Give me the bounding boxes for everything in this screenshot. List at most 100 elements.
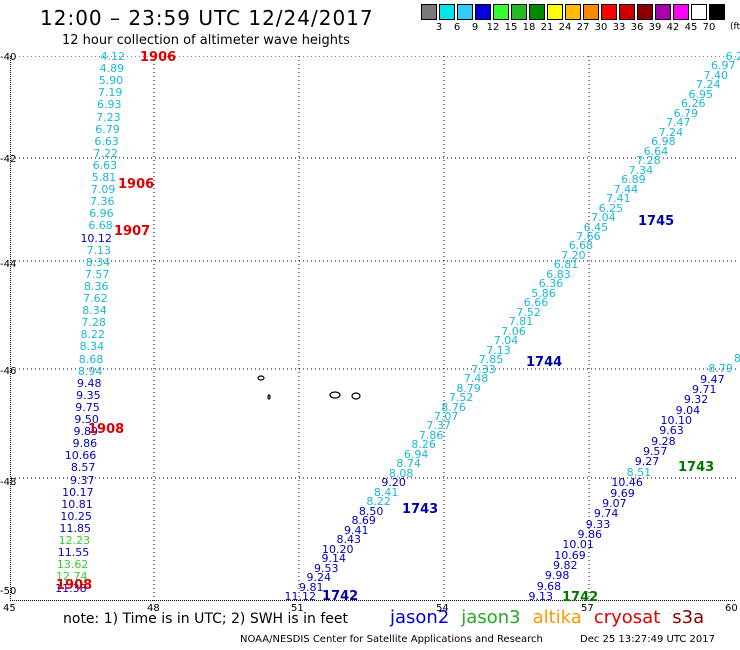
swh-value: 7.86 (418, 428, 444, 442)
swh-value: 8.94 (77, 364, 103, 378)
pass-time-label: 1742 (322, 589, 359, 604)
swh-value: 8.26 (411, 438, 436, 452)
swh-value: 11.85 (59, 521, 92, 535)
swh-value: 9.14 (321, 552, 346, 566)
swh-value: 8.74 (396, 457, 421, 471)
swh-value: 9.47 (700, 372, 725, 386)
pass-time-label: 1908 (88, 422, 125, 437)
legend-level: 21 (540, 22, 554, 33)
swh-value: 11.55 (57, 546, 90, 560)
swh-value: 7.19 (97, 86, 123, 100)
legend-swatch (601, 4, 617, 20)
pass-time-label: 1907 (114, 224, 151, 239)
satellite-legend: jason2 jason3 altika cryosat s3a (390, 607, 716, 628)
swh-value: 9.24 (306, 571, 331, 585)
swh-value: 8.08 (388, 466, 414, 480)
swh-value: 9.27 (634, 455, 660, 469)
swh-value: 10.66 (64, 449, 97, 463)
pass-time-label: 1906 (118, 177, 155, 192)
swh-value: 9.86 (577, 527, 603, 541)
swh-value: 7.34 (628, 163, 654, 177)
legend-level: 18 (522, 22, 536, 33)
credit-line: NOAA/NESDIS Center for Satellite Applica… (240, 634, 543, 645)
swh-value: 6.63 (94, 134, 119, 148)
legend-swatch (421, 4, 437, 20)
legend-level: 6 (453, 22, 461, 33)
small-island-a (257, 375, 265, 381)
legend-unit: (ft) (730, 22, 740, 32)
swh-value: 7.28 (81, 316, 106, 330)
swh-value: 7.47 (666, 116, 691, 130)
swh-value: 5.81 (91, 171, 117, 184)
swh-value: 6.81 (553, 258, 579, 272)
swh-value: 7.48 (463, 372, 489, 386)
map-subtitle: 12 hour collection of altimeter wave hei… (62, 33, 350, 48)
swh-value: 12.23 (58, 534, 91, 547)
swh-value: 9.07 (602, 496, 627, 510)
swh-value: 9.69 (610, 486, 635, 500)
swh-value: 7.44 (613, 182, 639, 196)
satellite-name-altika: altika (532, 607, 582, 628)
swh-value: 6.36 (538, 277, 564, 291)
swh-value: 4.89 (99, 62, 125, 76)
pass-time-label: 1745 (638, 214, 675, 229)
swh-value: 8.41 (373, 485, 399, 499)
swh-value: 9.04 (675, 403, 701, 417)
swh-value: 13.62 (56, 558, 89, 572)
swh-value: 5.86 (531, 286, 556, 300)
swh-value: 8.34 (79, 340, 105, 354)
swh-value: 9.37 (70, 473, 95, 487)
pass-time-label: 1742 (562, 590, 599, 605)
swh-value: 9.50 (74, 413, 99, 426)
lat-tick-label: -46 (0, 366, 17, 377)
swh-value: 6.2 (725, 50, 740, 63)
legend-swatch (529, 4, 545, 20)
legend-swatch (655, 4, 671, 20)
swh-value: 8.57 (70, 461, 96, 475)
legend-swatch (565, 4, 581, 20)
swh-value: 5.90 (98, 74, 124, 88)
pass-time-label: 1908 (56, 578, 93, 593)
swh-value: 8.34 (85, 255, 111, 269)
swh-value: 9.89 (73, 425, 99, 439)
swh-value: 4.12 (100, 50, 126, 63)
swh-value: 9.53 (313, 561, 339, 575)
swh-value: 12.74 (56, 570, 88, 584)
map-title: 12:00 – 23:59 UTC 12/24/2017 (40, 6, 374, 30)
pass-time-label: 1743 (678, 460, 715, 475)
swh-value: 7.85 (478, 353, 504, 367)
swh-value: 10.17 (62, 485, 94, 499)
swh-value: 7.28 (636, 154, 661, 168)
legend-level: 30 (594, 22, 608, 33)
swh-value: 7.20 (561, 248, 586, 262)
swh-value: 10.46 (611, 476, 643, 490)
swh-value: 6.83 (546, 267, 571, 281)
swh-value: 7.07 (433, 410, 459, 423)
swh-value: 7.41 (606, 192, 631, 206)
swh-value: 7.13 (86, 243, 112, 257)
swh-value: 9.75 (75, 400, 100, 414)
swh-value: 7.81 (508, 315, 534, 329)
legend-level: 70 (702, 22, 716, 33)
swh-value: 10.69 (554, 548, 586, 562)
legend-swatch (709, 4, 725, 20)
lon-tick-label: 45 (3, 603, 16, 614)
swh-value: 8.69 (351, 514, 376, 528)
legend-swatch (475, 4, 491, 20)
generated-timestamp: Dec 25 13:27:49 UTC 2017 (580, 634, 715, 645)
swh-value: 11.12 (284, 590, 317, 603)
lat-tick-label: -40 (0, 52, 17, 63)
swh-value: 7.04 (591, 211, 616, 225)
swh-value: 9.35 (76, 388, 101, 402)
legend-level: 39 (648, 22, 662, 33)
swh-value: 7.66 (576, 230, 601, 243)
legend-swatch (547, 4, 563, 20)
footer-note: note: 1) Time is in UTC; 2) SWH is in fe… (63, 611, 349, 627)
swh-value: 6.45 (583, 220, 609, 234)
swh-value: 6.79 (95, 122, 120, 136)
pass-time-label: 1744 (526, 355, 563, 370)
legend-level: 9 (471, 22, 479, 33)
legend-level: 3 (435, 22, 443, 33)
legend-swatch (511, 4, 527, 20)
legend-swatch (493, 4, 509, 20)
